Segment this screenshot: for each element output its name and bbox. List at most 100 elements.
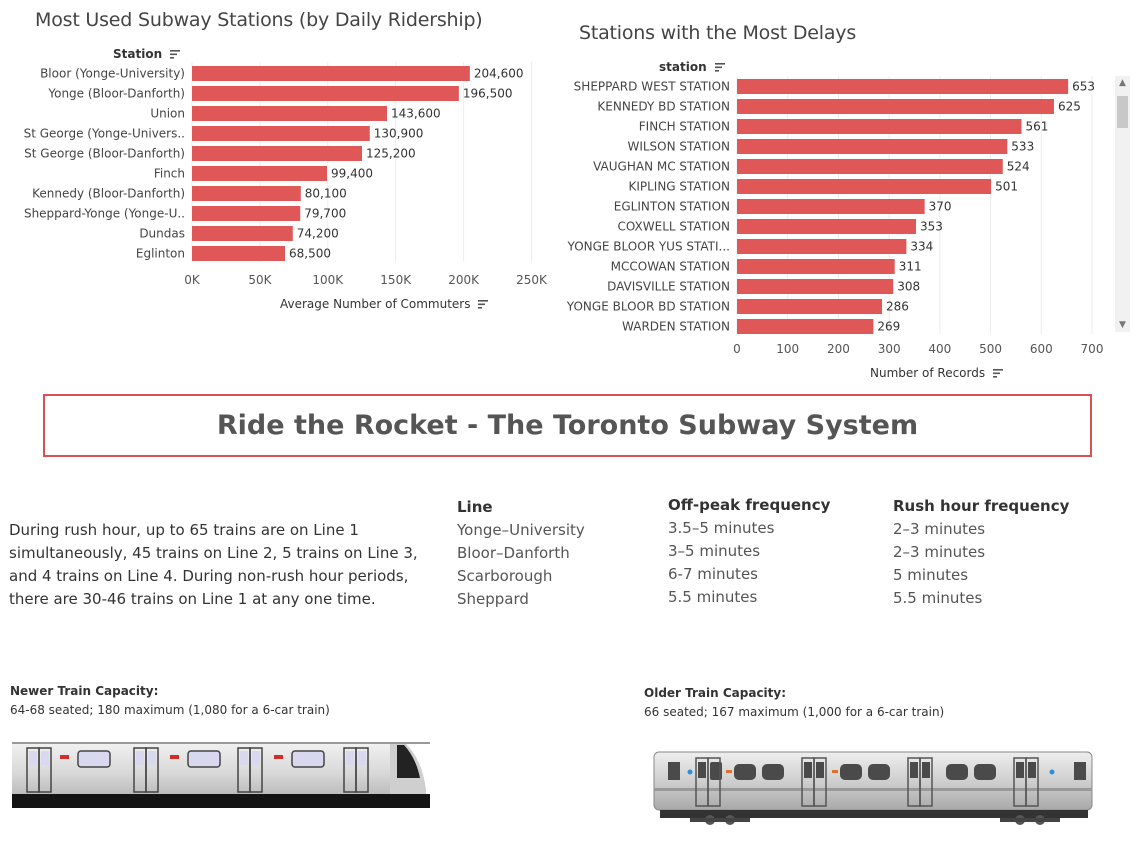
line-name: Sheppard	[457, 590, 529, 608]
sort-descending-icon[interactable]	[478, 300, 489, 309]
tick-label: 600	[1030, 342, 1053, 356]
category-label[interactable]: Bloor (Yonge-University)	[40, 67, 185, 81]
older-subway-train-icon	[653, 751, 1093, 825]
category-label[interactable]: Yonge (Bloor-Danforth)	[47, 87, 185, 101]
category-label[interactable]: Dundas	[139, 227, 185, 241]
value-label: 286	[886, 300, 909, 314]
sort-descending-icon[interactable]	[714, 63, 725, 72]
value-label: 370	[929, 200, 952, 214]
bar[interactable]	[737, 159, 1003, 174]
bar[interactable]	[737, 299, 883, 314]
bar[interactable]	[737, 99, 1054, 114]
bar[interactable]	[192, 166, 327, 181]
category-label[interactable]: St George (Yonge-Univers..	[24, 127, 185, 141]
tick-label: 100K	[312, 273, 344, 287]
title-banner: Ride the Rocket - The Toronto Subway Sys…	[43, 394, 1092, 457]
chart2-row-header[interactable]: station	[659, 60, 725, 74]
bar[interactable]	[192, 106, 388, 121]
category-label[interactable]: WILSON STATION	[627, 140, 730, 154]
category-label[interactable]: WARDEN STATION	[622, 320, 730, 334]
category-label[interactable]: FINCH STATION	[639, 120, 730, 134]
category-label[interactable]: YONGE BLOOR BD STATION	[566, 300, 730, 314]
value-label: 334	[910, 240, 933, 254]
category-label[interactable]: Finch	[154, 167, 185, 181]
newer-train-title: Newer Train Capacity:	[10, 684, 159, 698]
rush-hour-column: Rush hour frequency 2–3 minutes 2–3 minu…	[893, 495, 1069, 610]
off-peak-value: 6-7 minutes	[668, 565, 758, 583]
off-peak-column: Off-peak frequency 3.5–5 minutes 3–5 min…	[668, 494, 830, 609]
category-label[interactable]: Eglinton	[136, 247, 185, 261]
tick-label: 400	[928, 342, 951, 356]
off-peak-header: Off-peak frequency	[668, 496, 831, 514]
older-train-title: Older Train Capacity:	[644, 686, 787, 700]
tick-label: 50K	[248, 273, 272, 287]
bar[interactable]	[737, 179, 992, 194]
chart2-x-axis-title[interactable]: Number of Records	[870, 366, 1003, 380]
chart2-xlabel: Number of Records	[870, 366, 986, 380]
bar[interactable]	[737, 119, 1022, 134]
scrollbar-thumb[interactable]	[1117, 96, 1128, 128]
bar[interactable]	[192, 66, 470, 81]
rush-hour-header: Rush hour frequency	[893, 497, 1070, 515]
tick-label: 0	[733, 342, 741, 356]
bar[interactable]	[192, 126, 370, 141]
rush-hour-value: 2–3 minutes	[893, 520, 986, 538]
bar[interactable]	[737, 139, 1008, 154]
category-label[interactable]: KENNEDY BD STATION	[597, 100, 730, 114]
newer-train-caption: Newer Train Capacity: 64-68 seated; 180 …	[10, 682, 330, 720]
older-train-text: 66 seated; 167 maximum (1,000 for a 6-ca…	[644, 705, 945, 719]
off-peak-value: 5.5 minutes	[668, 588, 758, 606]
scroll-up-icon[interactable]: ▲	[1119, 78, 1126, 88]
value-label: 524	[1007, 160, 1030, 174]
sort-descending-icon[interactable]	[992, 369, 1003, 378]
category-label[interactable]: KIPLING STATION	[628, 180, 730, 194]
rush-hour-value: 5.5 minutes	[893, 589, 983, 607]
bar[interactable]	[737, 79, 1069, 94]
chart2-svg: SHEPPARD WEST STATION 653 KENNEDY BD STATI…	[566, 76, 1104, 356]
bar[interactable]	[192, 226, 293, 241]
category-label[interactable]: YONGE BLOOR YUS STATI...	[567, 240, 730, 254]
value-label: 311	[899, 260, 922, 274]
category-label[interactable]: SHEPPARD WEST STATION	[574, 80, 730, 94]
bar[interactable]	[737, 239, 907, 254]
category-label[interactable]: EGLINTON STATION	[614, 200, 730, 214]
category-label[interactable]: COXWELL STATION	[618, 220, 731, 234]
rush-hour-value: 5 minutes	[893, 566, 969, 584]
bar[interactable]	[737, 219, 917, 234]
category-label[interactable]: MCCOWAN STATION	[611, 260, 730, 274]
bar[interactable]	[737, 279, 894, 294]
value-label: 353	[920, 220, 943, 234]
off-peak-value: 3–5 minutes	[668, 542, 761, 560]
tick-label: 300	[878, 342, 901, 356]
scroll-down-icon[interactable]: ▼	[1119, 320, 1126, 330]
category-label[interactable]: Kennedy (Bloor-Danforth)	[32, 187, 185, 201]
bar[interactable]	[737, 199, 925, 214]
sort-descending-icon[interactable]	[170, 50, 181, 59]
bar[interactable]	[192, 146, 363, 161]
bar[interactable]	[192, 246, 286, 261]
chart2-row-header-label: station	[659, 60, 707, 74]
value-label: 143,600	[391, 107, 441, 121]
bar[interactable]	[737, 319, 874, 334]
value-label: 80,100	[305, 187, 347, 201]
bar[interactable]	[192, 186, 301, 201]
bar[interactable]	[192, 86, 459, 101]
category-label[interactable]: VAUGHAN MC STATION	[593, 160, 730, 174]
chart2-scrollbar[interactable]: ▲ ▼	[1115, 76, 1130, 332]
older-train-caption: Older Train Capacity: 66 seated; 167 max…	[644, 684, 944, 722]
tick-label: 150K	[380, 273, 412, 287]
value-label: 269	[877, 320, 900, 334]
value-label: 561	[1026, 120, 1049, 134]
bar[interactable]	[737, 259, 895, 274]
bar[interactable]	[192, 206, 301, 221]
value-label: 130,900	[374, 127, 424, 141]
category-label[interactable]: Union	[150, 107, 185, 121]
tick-label: 700	[1081, 342, 1104, 356]
category-label[interactable]: Sheppard-Yonge (Yonge-U..	[24, 207, 185, 221]
chart1-row-header[interactable]: Station	[113, 47, 181, 61]
chart1-x-axis-title[interactable]: Average Number of Commuters	[280, 297, 489, 311]
value-label: 196,500	[463, 87, 513, 101]
banner-title: Ride the Rocket - The Toronto Subway Sys…	[216, 410, 919, 441]
category-label[interactable]: DAVISVILLE STATION	[607, 280, 730, 294]
category-label[interactable]: St George (Bloor-Danforth)	[24, 147, 185, 161]
